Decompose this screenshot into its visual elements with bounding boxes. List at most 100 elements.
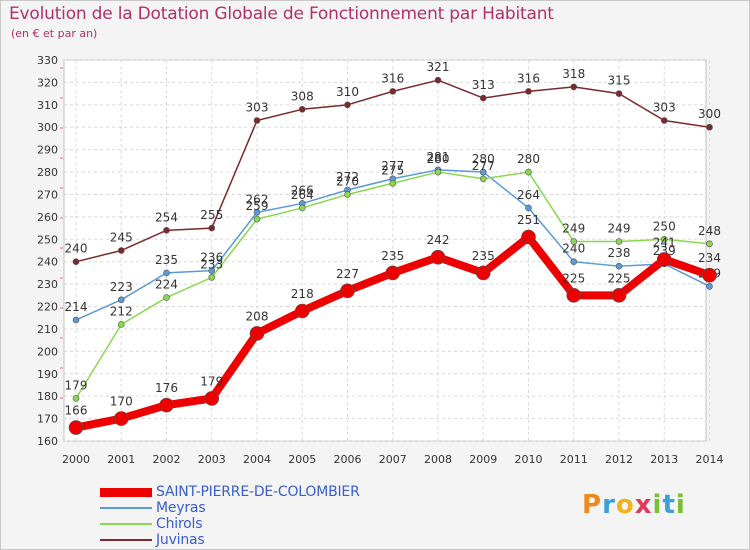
chart-legend: SAINT-PIERRE-DE-COLOMBIER Meyras Chirols Ju… bbox=[100, 484, 360, 548]
data-label-juvinas: 316 bbox=[517, 71, 540, 85]
legend-label: Meyras bbox=[156, 500, 206, 516]
data-label-saint-pierre-de-colombier: 208 bbox=[246, 309, 269, 323]
data-label-juvinas: 254 bbox=[155, 210, 178, 224]
x-tick-label: 2002 bbox=[153, 453, 181, 466]
data-label-saint-pierre-de-colombier: 166 bbox=[65, 404, 88, 418]
y-tick-label: 290 bbox=[37, 144, 58, 157]
data-label-chirols: 277 bbox=[472, 159, 495, 173]
data-label-meyras: 235 bbox=[155, 253, 178, 267]
data-label-chirols: 212 bbox=[110, 304, 133, 318]
data-label-chirols: 249 bbox=[608, 222, 631, 236]
data-point-meyras bbox=[706, 283, 713, 290]
data-label-chirols: 248 bbox=[698, 224, 721, 238]
data-label-juvinas: 308 bbox=[291, 89, 314, 103]
data-label-meyras: 214 bbox=[65, 300, 88, 314]
x-tick-label: 2006 bbox=[334, 453, 362, 466]
data-label-chirols: 264 bbox=[291, 188, 314, 202]
y-tick-label: 170 bbox=[37, 413, 58, 426]
data-point-juvinas bbox=[253, 117, 261, 124]
data-point-chirols bbox=[525, 168, 532, 176]
data-point-chirols bbox=[344, 191, 351, 198]
data-point-juvinas bbox=[434, 76, 442, 84]
data-label-saint-pierre-de-colombier: 176 bbox=[155, 381, 178, 395]
plot-area bbox=[63, 59, 707, 442]
data-point-chirols bbox=[72, 395, 80, 402]
data-point-juvinas bbox=[389, 88, 397, 95]
legend-label: Chirols bbox=[156, 516, 203, 532]
data-point-chirols bbox=[163, 294, 170, 301]
data-label-meyras: 240 bbox=[562, 242, 585, 256]
data-point-meyras bbox=[615, 262, 623, 270]
chart-subtitle: (en € et par an) bbox=[11, 27, 98, 40]
data-point-juvinas bbox=[479, 94, 487, 102]
data-point-chirols bbox=[389, 179, 397, 187]
data-point-juvinas bbox=[660, 117, 668, 124]
data-point-juvinas bbox=[344, 101, 351, 109]
y-tick-label: 260 bbox=[37, 211, 58, 224]
data-point-meyras bbox=[525, 204, 532, 212]
data-point-juvinas bbox=[72, 258, 80, 266]
y-tick-label: 220 bbox=[37, 301, 58, 314]
data-label-chirols: 270 bbox=[336, 174, 359, 188]
y-tick-label: 240 bbox=[37, 256, 58, 269]
y-tick-label: 320 bbox=[37, 76, 58, 89]
data-point-saint-pierre-de-colombier bbox=[566, 288, 582, 303]
y-tick-label: 330 bbox=[37, 54, 58, 67]
y-tick-label: 250 bbox=[37, 233, 58, 246]
x-tick-label: 2004 bbox=[243, 453, 271, 466]
data-label-saint-pierre-de-colombier: 225 bbox=[608, 271, 631, 285]
data-point-chirols bbox=[298, 204, 306, 212]
data-point-meyras bbox=[163, 269, 170, 277]
chart-title: Evolution de la Dotation Globale de Fonc… bbox=[9, 4, 554, 24]
x-tick-label: 2009 bbox=[469, 453, 497, 466]
data-point-saint-pierre-de-colombier bbox=[340, 283, 355, 299]
data-point-juvinas bbox=[525, 88, 532, 95]
y-tick-label: 210 bbox=[37, 323, 58, 336]
data-point-chirols bbox=[570, 238, 578, 245]
data-point-juvinas bbox=[570, 83, 578, 91]
x-tick-label: 2007 bbox=[379, 453, 407, 466]
legend-item: Juvinas bbox=[100, 532, 360, 548]
data-label-meyras: 280 bbox=[472, 152, 495, 166]
data-point-saint-pierre-de-colombier bbox=[113, 411, 129, 426]
data-label-meyras: 262 bbox=[246, 192, 269, 206]
legend-swatch bbox=[100, 523, 152, 525]
y-tick-label: 230 bbox=[37, 278, 58, 291]
y-tick-label: 280 bbox=[37, 166, 58, 179]
data-label-juvinas: 255 bbox=[200, 208, 223, 222]
data-label-chirols: 179 bbox=[65, 378, 88, 392]
data-point-chirols bbox=[479, 175, 487, 183]
legend-swatch bbox=[100, 539, 152, 541]
data-label-juvinas: 240 bbox=[65, 242, 88, 256]
data-label-saint-pierre-de-colombier: 179 bbox=[200, 374, 223, 388]
legend-label: SAINT-PIERRE-DE-COLOMBIER bbox=[156, 484, 360, 500]
x-tick-label: 2005 bbox=[288, 453, 316, 466]
x-tick-label: 2014 bbox=[696, 453, 724, 466]
data-label-juvinas: 315 bbox=[608, 74, 631, 88]
data-point-saint-pierre-de-colombier bbox=[475, 265, 491, 281]
data-point-saint-pierre-de-colombier bbox=[204, 391, 220, 406]
legend-swatch bbox=[100, 487, 152, 497]
y-tick-label: 160 bbox=[37, 435, 58, 448]
data-label-juvinas: 303 bbox=[653, 101, 676, 115]
data-label-juvinas: 321 bbox=[427, 60, 450, 74]
data-point-saint-pierre-de-colombier bbox=[159, 397, 174, 413]
data-label-saint-pierre-de-colombier: 234 bbox=[698, 251, 721, 265]
data-label-saint-pierre-de-colombier: 242 bbox=[427, 233, 450, 247]
data-point-meyras bbox=[570, 258, 578, 266]
y-tick-label: 310 bbox=[37, 99, 58, 112]
data-label-chirols: 275 bbox=[381, 163, 404, 177]
legend-item: SAINT-PIERRE-DE-COLOMBIER bbox=[100, 484, 360, 500]
data-label-juvinas: 303 bbox=[246, 101, 269, 115]
y-tick-label: 270 bbox=[37, 188, 58, 201]
data-label-meyras: 281 bbox=[427, 150, 450, 164]
data-point-saint-pierre-de-colombier bbox=[68, 420, 84, 435]
data-label-saint-pierre-de-colombier: 170 bbox=[110, 395, 133, 409]
data-point-saint-pierre-de-colombier bbox=[294, 303, 310, 319]
data-label-juvinas: 310 bbox=[336, 85, 359, 99]
data-point-meyras bbox=[253, 209, 261, 216]
data-point-saint-pierre-de-colombier bbox=[611, 288, 627, 303]
y-tick-label: 200 bbox=[37, 345, 58, 358]
x-tick-label: 2000 bbox=[62, 453, 90, 466]
data-point-meyras bbox=[208, 267, 216, 274]
